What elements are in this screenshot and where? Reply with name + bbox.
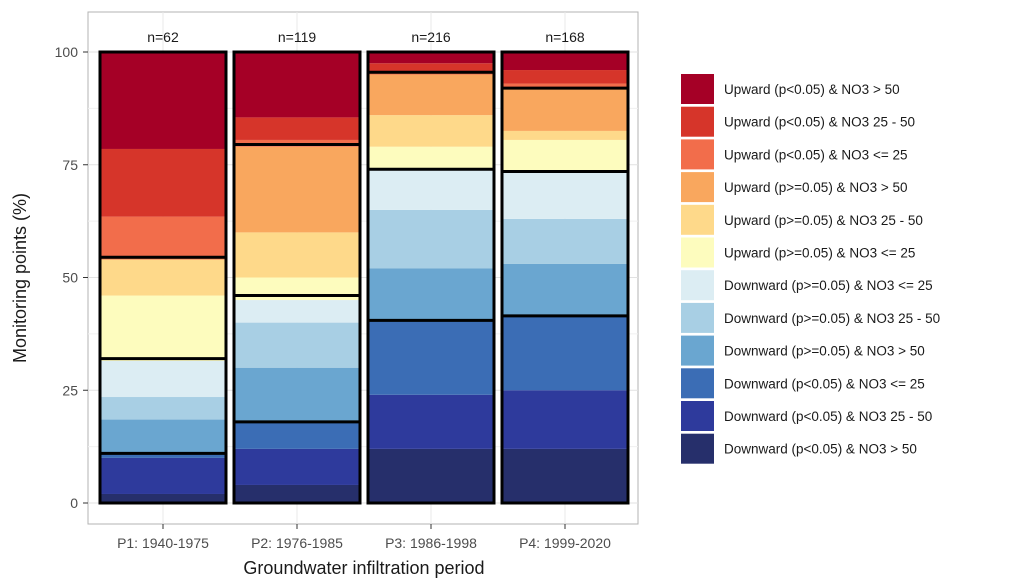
legend-swatch xyxy=(681,401,714,431)
legend-swatch xyxy=(681,172,714,203)
legend-swatch xyxy=(681,106,714,137)
bar-segment xyxy=(368,268,494,321)
legend-swatch xyxy=(681,433,714,464)
bar-segment xyxy=(100,52,226,149)
legend-label: Upward (p<0.05) & NO3 <= 25 xyxy=(724,147,907,162)
x-axis-title: Groundwater infiltration period xyxy=(243,558,484,578)
bar-segment xyxy=(234,484,360,503)
bar-segment xyxy=(234,146,360,233)
bar-segment xyxy=(368,146,494,170)
bar-segment xyxy=(502,83,628,89)
y-tick-label: 25 xyxy=(62,382,78,398)
bar-segment xyxy=(368,74,494,116)
bar-segment xyxy=(100,360,226,398)
sample-size-label: n=216 xyxy=(411,29,451,45)
bar-segment xyxy=(368,394,494,449)
bar-segment xyxy=(368,63,494,73)
bar-segment xyxy=(502,130,628,140)
bar-segment xyxy=(502,448,628,503)
bar-outline xyxy=(366,50,496,505)
bar-outline xyxy=(232,50,362,505)
bar-segment xyxy=(368,209,494,269)
bar-segment xyxy=(368,115,494,147)
x-tick-label: P1: 1940-1975 xyxy=(117,535,209,551)
x-tick-label: P4: 1999-2020 xyxy=(519,535,611,551)
y-tick-label: 50 xyxy=(62,270,78,286)
y-tick-label: 0 xyxy=(70,495,78,511)
bar-segment xyxy=(234,421,360,449)
legend-swatch xyxy=(681,237,714,268)
y-tick-label: 75 xyxy=(62,157,78,173)
sample-size-label: n=62 xyxy=(147,29,179,45)
y-tick-label: 100 xyxy=(55,44,79,60)
legend-label: Downward (p>=0.05) & NO3 <= 25 xyxy=(724,278,933,293)
bar-segment xyxy=(368,448,494,503)
bar-segment xyxy=(234,300,360,323)
sample-size-labels: n=62 n=119 n=216 n=168 xyxy=(147,29,585,45)
legend-swatch xyxy=(681,368,714,399)
y-axis: 0 25 50 75 100 xyxy=(55,44,88,511)
legend-label: Downward (p>=0.05) & NO3 > 50 xyxy=(724,344,925,359)
legend-label: Downward (p>=0.05) & NO3 25 - 50 xyxy=(724,311,940,326)
bar-segment xyxy=(100,493,226,503)
legend-label: Upward (p>=0.05) & NO3 25 - 50 xyxy=(724,213,923,228)
bar-segment xyxy=(100,457,226,494)
x-tick-label: P2: 1976-1985 xyxy=(251,535,343,551)
legend-label: Upward (p<0.05) & NO3 > 50 xyxy=(724,82,900,97)
bar-segment xyxy=(368,320,494,395)
bar-segment xyxy=(502,171,628,219)
legend-swatch xyxy=(681,139,714,170)
legend-label: Upward (p>=0.05) & NO3 > 50 xyxy=(724,180,907,195)
bars xyxy=(98,50,630,505)
bar-segment xyxy=(100,453,226,458)
bar-segment xyxy=(502,88,628,131)
sample-size-label: n=119 xyxy=(278,29,316,45)
legend-swatch xyxy=(681,302,714,333)
bar-segment xyxy=(100,295,226,361)
legend-swatch xyxy=(681,74,714,104)
bar-segment xyxy=(100,397,226,420)
bar-segment xyxy=(234,232,360,278)
legend-label: Upward (p>=0.05) & NO3 <= 25 xyxy=(724,246,915,261)
bar-segment xyxy=(234,367,360,422)
legend-label: Upward (p<0.05) & NO3 25 - 50 xyxy=(724,115,915,130)
legend: Upward (p<0.05) & NO3 > 50 Upward (p<0.05… xyxy=(681,74,940,464)
legend-label: Downward (p<0.05) & NO3 25 - 50 xyxy=(724,409,932,424)
bar-segment xyxy=(234,322,360,368)
bar-segment xyxy=(368,169,494,210)
legend-swatch xyxy=(681,204,714,235)
bar-segment xyxy=(502,70,628,84)
legend-label: Downward (p<0.05) & NO3 <= 25 xyxy=(724,376,925,391)
bar-segment xyxy=(234,52,360,118)
bar-segment xyxy=(234,448,360,485)
x-axis: P1: 1940-1975 P2: 1976-1985 P3: 1986-1998 P… xyxy=(117,524,611,551)
bar-segment xyxy=(502,263,628,316)
bar-segment xyxy=(502,218,628,264)
bar-segment xyxy=(502,52,628,71)
bar-segment xyxy=(368,52,494,64)
legend-swatch xyxy=(681,335,714,366)
bar-outline xyxy=(500,50,630,505)
legend-swatch xyxy=(681,270,714,301)
bar-outline xyxy=(98,50,228,505)
legend-label: Downward (p<0.05) & NO3 > 50 xyxy=(724,442,917,457)
x-tick-label: P3: 1986-1998 xyxy=(385,535,477,551)
bar-segment xyxy=(502,390,628,449)
bar-segment xyxy=(234,117,360,140)
bar-segment xyxy=(100,419,226,454)
sample-size-label: n=168 xyxy=(545,29,585,45)
bar-segment xyxy=(100,259,226,296)
bar-segment xyxy=(100,216,226,260)
bar-segment xyxy=(502,139,628,172)
bar-segment xyxy=(502,315,628,391)
bar-segment xyxy=(100,148,226,217)
y-axis-title: Monitoring points (%) xyxy=(10,193,30,363)
